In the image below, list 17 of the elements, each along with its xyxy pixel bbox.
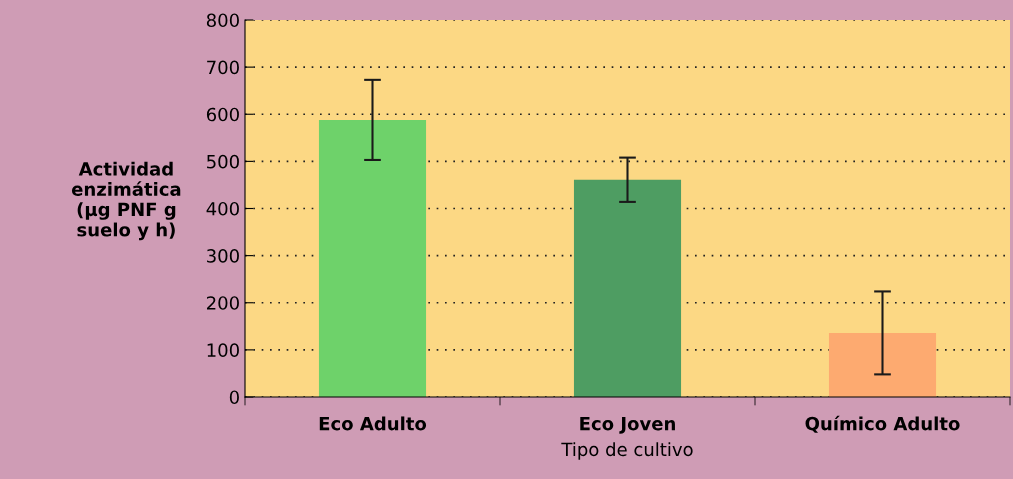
bar bbox=[318, 119, 427, 397]
y-tick-label: 100 bbox=[207, 343, 239, 357]
x-tick-label: Eco Adulto bbox=[319, 416, 427, 431]
y-tick-label: 300 bbox=[207, 249, 239, 263]
y-tick-label: 500 bbox=[207, 154, 239, 169]
y-axis-title: Actividad enzimática (µg PNF g suelo y h) bbox=[71, 161, 181, 241]
y-tick-label: 700 bbox=[207, 60, 239, 75]
bar bbox=[573, 179, 682, 397]
x-axis-title: Tipo de cultivo bbox=[561, 442, 693, 460]
y-tick-label: 200 bbox=[207, 296, 239, 310]
y-tick-label: 600 bbox=[206, 107, 239, 122]
y-tick-label: 400 bbox=[206, 201, 239, 216]
x-tick-label: Eco Joven bbox=[580, 417, 675, 434]
x-tick-label: Químico Adulto bbox=[805, 415, 960, 433]
y-tick-label: 800 bbox=[206, 13, 239, 28]
y-tick-label: 0 bbox=[229, 390, 239, 405]
bar bbox=[828, 332, 937, 397]
